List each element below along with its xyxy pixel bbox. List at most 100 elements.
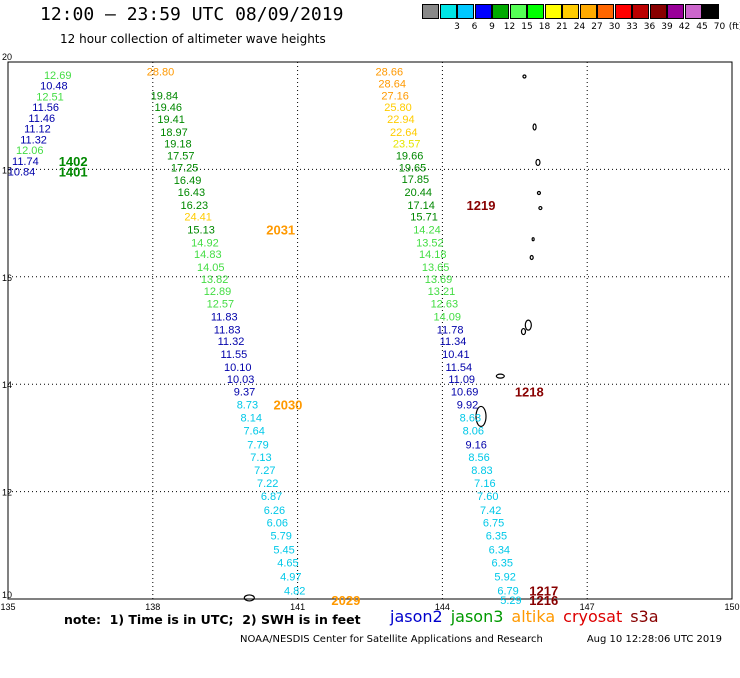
wave-height-value: 16.23: [181, 200, 209, 212]
wave-height-value: 7.60: [477, 491, 498, 503]
wave-height-value: 13.21: [428, 286, 456, 298]
wave-height-value: 7.42: [480, 505, 501, 517]
wave-height-value: 4.65: [277, 557, 298, 569]
wave-height-value: 14.92: [191, 237, 219, 249]
legend-jason3: jason3: [451, 607, 504, 626]
timestamp-text: Aug 10 12:28:06 UTC 2019: [587, 634, 722, 645]
units-note: note: 1) Time is in UTC; 2) SWH is in fe…: [64, 612, 361, 627]
wave-height-value: 17.57: [167, 150, 195, 162]
island-outline: [539, 207, 542, 210]
wave-height-value: 8.73: [237, 400, 258, 412]
wave-height-value: 20.44: [405, 187, 433, 199]
wave-height-value: 12.89: [204, 286, 232, 298]
longitude-tick-label: 135: [0, 602, 15, 612]
wave-height-value: 6.35: [486, 531, 507, 543]
wave-height-value: 19.46: [154, 102, 182, 114]
legend-jason2: jason2: [390, 607, 443, 626]
wave-height-value: 7.13: [250, 452, 271, 464]
island-outline: [532, 238, 534, 241]
wave-height-value: 12.63: [431, 299, 459, 311]
wave-height-value: 19.84: [151, 90, 179, 102]
wave-height-value: 14.09: [433, 312, 461, 324]
island-outline: [521, 329, 525, 335]
pass-time-label: 1216: [529, 593, 558, 608]
wave-height-value: 5.92: [494, 571, 515, 583]
wave-height-value: 6.34: [489, 545, 510, 557]
wave-height-value: 13.69: [425, 274, 453, 286]
wave-height-value: 22.64: [390, 127, 418, 139]
wave-height-value: 14.05: [197, 262, 225, 274]
map-border: [8, 62, 732, 599]
wave-height-value: 10.41: [442, 349, 470, 361]
wave-height-value: 18.97: [160, 127, 188, 139]
wave-height-value: 8.06: [463, 425, 484, 437]
wave-height-value: 6.87: [261, 491, 282, 503]
wave-height-value: 27.16: [381, 90, 409, 102]
wave-height-observations: 12.6910.4812.5111.5611.4611.1211.3212.06…: [8, 67, 522, 607]
wave-height-value: 4.97: [280, 571, 301, 583]
island-outline: [533, 124, 536, 130]
wave-height-value: 19.18: [164, 139, 192, 151]
map-frame: [8, 62, 732, 599]
pass-time-label: 2031: [266, 223, 295, 238]
wave-height-value: 11.78: [437, 324, 464, 336]
longitude-tick-label: 150: [724, 602, 739, 612]
wave-height-value: 11.83: [214, 324, 241, 336]
wave-height-value: 5.45: [273, 545, 294, 557]
wave-height-value: 17.85: [402, 174, 430, 186]
wave-height-value: 10.84: [8, 167, 36, 179]
wave-height-value: 13.82: [201, 274, 229, 286]
island-outline: [244, 595, 254, 601]
wave-height-value: 11.54: [445, 362, 472, 374]
wave-height-value: 11.83: [211, 312, 238, 324]
wave-height-value: 23.57: [393, 139, 421, 151]
wave-height-value: 17.14: [407, 200, 435, 212]
wave-height-value: 7.27: [254, 465, 275, 477]
wave-height-value: 7.64: [243, 425, 264, 437]
wave-height-value: 6.35: [492, 557, 513, 569]
wave-height-value: 15.71: [410, 212, 438, 224]
wave-height-value: 4.82: [284, 585, 305, 597]
island-outline: [530, 255, 533, 259]
wave-height-value: 13.65: [422, 262, 450, 274]
wave-height-value: 16.43: [178, 187, 206, 199]
latitude-tick-label: 12: [2, 488, 12, 498]
wave-height-value: 19.41: [157, 114, 185, 126]
wave-height-value: 9.37: [234, 387, 255, 399]
wave-height-value: 5.29: [500, 595, 521, 607]
latitude-tick-label: 10: [2, 590, 12, 600]
latitude-tick-label: 20: [2, 52, 12, 62]
wave-height-value: 14.24: [413, 225, 441, 237]
pass-time-label: 2029: [331, 593, 360, 608]
wave-height-value: 15.13: [187, 225, 215, 237]
latitude-tick-label: 14: [2, 380, 12, 390]
wave-height-value: 24.41: [184, 212, 212, 224]
wave-height-value: 16.49: [174, 175, 202, 187]
map-gridlines: [8, 62, 732, 599]
credit-text: NOAA/NESDIS Center for Satellite Applica…: [240, 634, 543, 645]
wave-height-value: 28.66: [376, 67, 404, 79]
wave-height-value: 9.16: [465, 439, 486, 451]
wave-height-value: 7.79: [247, 439, 268, 451]
pass-time-label: 1401: [59, 165, 88, 180]
wave-height-value: 8.14: [241, 412, 262, 424]
legend-altika: altika: [511, 607, 555, 626]
wave-height-value: 28.80: [147, 67, 175, 79]
wave-height-value: 6.06: [267, 518, 288, 530]
wave-height-value: 10.03: [227, 374, 255, 386]
wave-height-value: 28.64: [378, 78, 406, 90]
wave-height-value: 7.16: [474, 478, 495, 490]
island-outline: [525, 320, 531, 330]
wave-height-value: 14.18: [419, 249, 447, 261]
wave-height-value: 6.26: [264, 505, 285, 517]
island-outline: [523, 75, 526, 78]
wave-height-value: 11.32: [218, 336, 245, 348]
wave-height-value: 10.69: [451, 387, 479, 399]
wave-height-value: 13.52: [416, 237, 444, 249]
wave-height-value: 8.56: [468, 452, 489, 464]
wave-height-value: 6.75: [483, 518, 504, 530]
island-outline: [496, 374, 504, 378]
